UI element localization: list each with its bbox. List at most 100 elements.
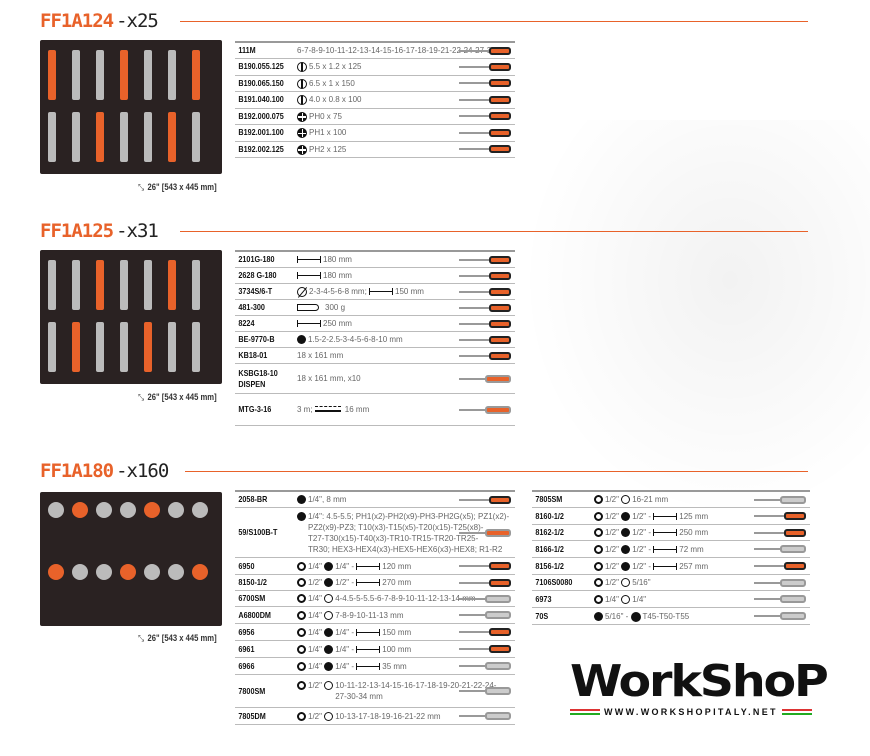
table-row[interactable]: 8224 250 mm: [235, 316, 515, 332]
sq-icon: [297, 711, 306, 721]
table-row[interactable]: 3734S/6-T 2-3-4-5-6-8 mm; 150 mm: [235, 284, 515, 300]
flag-stripe: [570, 709, 600, 715]
tool-body: [485, 662, 511, 670]
table-row[interactable]: 6700SM 1/4" 4-4.5-5-5.5-6-7-8-9-10-11-12-…: [235, 591, 515, 607]
spec-text: 1/2" -: [632, 511, 654, 521]
tool-handle: [489, 95, 511, 104]
tray-tool-shape: [144, 502, 160, 518]
table-row[interactable]: 7805SM 1/2" 16-21 mm: [532, 492, 810, 508]
table-row[interactable]: BE-9770-B 1.5-2-2.5-3-4-5-6-8-10 mm: [235, 332, 515, 348]
tray-tool-shape: [168, 502, 184, 518]
logo-url: WWW.WORKSHOPITALY.NET: [604, 707, 778, 717]
spec-text: 5/16": [632, 578, 651, 587]
product-spec: 1/2" 5/16": [592, 577, 810, 588]
tray-tool-shape: [48, 50, 56, 100]
table-row[interactable]: 481-300 300 g: [235, 300, 515, 316]
spec-text: 10-11-12-13-14-15-16-17-18-19-20-21-22-2…: [335, 681, 497, 701]
spec-text: 1/2" -: [335, 578, 357, 587]
hex-icon: [621, 544, 631, 554]
spec-text: 1/2" -: [632, 528, 654, 537]
tray-tool-shape: [144, 112, 152, 162]
product-spec: 18 x 161 mm: [295, 350, 515, 361]
ratchet-icon: [459, 578, 511, 587]
ring-icon: [621, 594, 631, 604]
slot-icon: [297, 62, 307, 73]
table-row[interactable]: 6966 1/4" 1/4" - 35 mm: [235, 658, 515, 675]
table-row[interactable]: B190.065.150 6.5 x 1 x 150: [235, 76, 515, 92]
table-row[interactable]: 7800SM 1/2" 10-11-12-13-14-15-16-17-18-19…: [235, 675, 515, 708]
tool-shaft: [459, 115, 511, 118]
product-code: 59/S100B-T: [238, 527, 278, 537]
table-row[interactable]: 8166-1/2 1/2" 1/2" - 72 mm: [532, 541, 810, 558]
tool-body: [485, 405, 511, 414]
tray-tool-shape: [48, 112, 56, 162]
tray-tool-shape: [144, 260, 152, 310]
torx-icon: [630, 611, 641, 622]
table-row[interactable]: 7805DM 1/2" 10-13-17-18-19-16-21-22 mm: [235, 708, 515, 725]
spec-text: 1/2": [308, 681, 325, 690]
extension-bar-icon: [754, 528, 806, 537]
table-row[interactable]: B192.000.075 PH0 x 75: [235, 109, 515, 125]
spec-text: 1/4", 8 mm: [308, 495, 347, 504]
tool-body: [485, 594, 511, 603]
table-row[interactable]: B191.040.100 4.0 x 0.8 x 100: [235, 92, 515, 109]
table-row[interactable]: 2058-BR 1/4", 8 mm: [235, 492, 515, 508]
table-row[interactable]: 6973 1/4" 1/4": [532, 591, 810, 608]
table-row[interactable]: 2101G-180 180 mm: [235, 252, 515, 268]
tool-handle: [489, 255, 511, 264]
table-row[interactable]: 6950 1/4" 1/4" - 120 mm: [235, 558, 515, 575]
table-row[interactable]: B192.001.100 PH1 x 100: [235, 125, 515, 142]
tray-size: 26" [543 x 445 mm]: [147, 392, 217, 402]
table-row[interactable]: A6800DM 1/4" 7-8-9-10-11-13 mm: [235, 607, 515, 624]
spec-text: 1/4" -: [335, 661, 357, 671]
spec-text: 10-13-17-18-19-16-21-22 mm: [335, 711, 441, 721]
table-row[interactable]: B190.055.125 5.5 x 1.2 x 125: [235, 59, 515, 76]
table-row[interactable]: KB18-01 18 x 161 mm: [235, 348, 515, 364]
len-icon: [297, 272, 321, 279]
table-row[interactable]: 2628 G-180 180 mm: [235, 268, 515, 284]
product-spec: 1/2" 1/2" - 72 mm: [592, 544, 810, 555]
table-row[interactable]: 8162-1/2 1/2" 1/2" - 250 mm: [532, 525, 810, 541]
hex-key-set-icon: [459, 335, 511, 344]
table-row[interactable]: MTG-3-16 3 m; 16 mm: [235, 394, 515, 426]
product-spec: 180 mm: [295, 254, 515, 265]
tray-tool-shape: [168, 112, 176, 162]
table-row[interactable]: 59/S100B-T 1/4": 4.5-5.5; PH1(x2)-PH2(x9)…: [235, 508, 515, 558]
table-row[interactable]: 6956 1/4" 1/4" - 150 mm: [235, 624, 515, 641]
hex-icon: [594, 611, 603, 621]
table-row[interactable]: 8150-1/2 1/2" 1/2" - 270 mm: [235, 575, 515, 591]
table-row[interactable]: 111M 6-7-8-9-10-11-12-13-14-15-16-17-18-1…: [235, 43, 515, 59]
tray-image-ff1a125: [40, 250, 222, 384]
ring-icon: [621, 578, 631, 587]
table-row[interactable]: B192.002.125 PH2 x 125: [235, 142, 515, 158]
tray-image-ff1a180: [40, 492, 222, 626]
tool-shaft: [459, 148, 511, 151]
product-code: 8160-1/2: [535, 510, 564, 521]
product-spec: PH2 x 125: [295, 144, 515, 155]
spec-text: 250 mm: [323, 319, 352, 328]
slot-icon: [297, 95, 307, 106]
len-icon: [356, 645, 381, 653]
spec-text: 180 mm: [323, 255, 352, 264]
tray-tool-shape: [72, 50, 80, 100]
table-row[interactable]: KSBG18-10 DISPEN 18 x 161 mm, x10: [235, 364, 515, 394]
table-row[interactable]: 6961 1/4" 1/4" - 100 mm: [235, 641, 515, 658]
spec-text: 1/4": [308, 661, 325, 671]
product-code: 2628 G-180: [238, 270, 277, 280]
table-row[interactable]: 8160-1/2 1/2" 1/2" - 125 mm: [532, 508, 810, 525]
sq-icon: [594, 495, 603, 504]
tool-shaft: [459, 631, 511, 633]
product-spec: 1/4" 1/4" - 35 mm: [295, 661, 515, 672]
tool-body: [485, 374, 511, 383]
table-row[interactable]: 70S 5/16" - T45-T50-T55: [532, 608, 810, 625]
spec-text: 1/4": [632, 594, 647, 604]
sq-icon: [297, 661, 306, 671]
tool-handle: [489, 112, 511, 121]
tray-tool-shape: [120, 112, 128, 162]
section-title-ff1a180: FF1A180 -x160: [40, 460, 169, 482]
spec-text: 35 mm: [382, 661, 407, 671]
table-row[interactable]: 8156-1/2 1/2" 1/2" - 257 mm: [532, 558, 810, 575]
tray-tool-shape: [192, 260, 200, 310]
sq-icon: [297, 644, 306, 654]
table-row[interactable]: 7106S0080 1/2" 5/16": [532, 575, 810, 591]
